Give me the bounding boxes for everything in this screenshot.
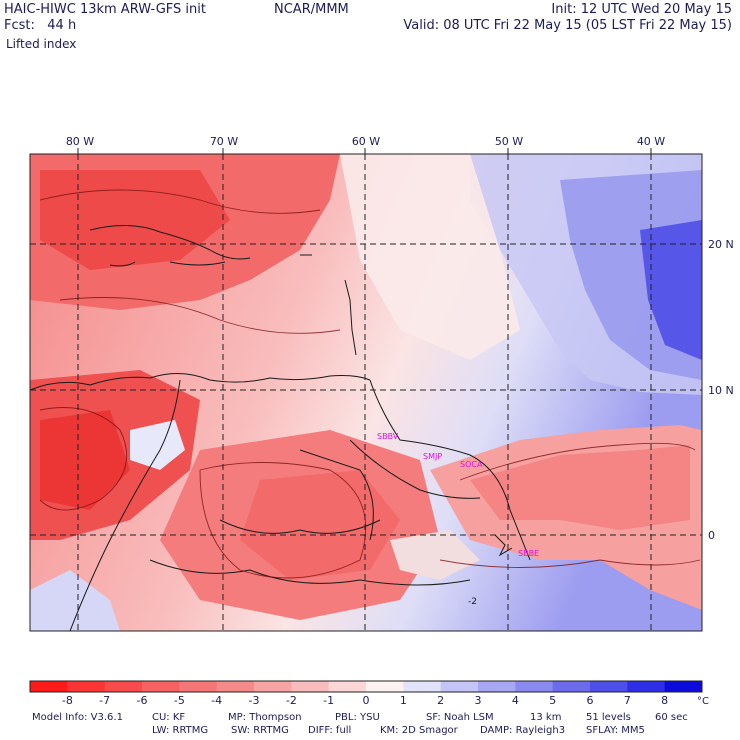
station-sbbv: SBBV — [377, 432, 399, 441]
colorbar-tick-label: 7 — [624, 694, 631, 707]
lon-label-60w: 60 W — [352, 135, 380, 148]
colorbar-swatch — [328, 681, 367, 692]
colorbar-swatch — [366, 681, 404, 692]
colorbar-swatch — [478, 681, 516, 692]
li-contours — [39, 189, 701, 579]
colorbar-tick-label: 0 — [363, 694, 370, 707]
station-smjp: SMJP — [423, 452, 442, 461]
footer-pbl: PBL: YSU — [335, 712, 380, 723]
center-name: NCAR/MMM — [274, 2, 349, 17]
lat-label-20n: 20 N — [708, 238, 734, 251]
colorbar-tick-label: -1 — [323, 694, 334, 707]
contour-label: -2 — [468, 597, 477, 607]
field-name: Lifted index — [6, 37, 77, 51]
colorbar-tick-label: 6 — [587, 694, 594, 707]
colorbar-swatch — [30, 681, 68, 692]
footer-damp: DAMP: Rayleigh3 — [480, 725, 566, 736]
coastlines — [30, 224, 531, 631]
colorbar-tick-label: 5 — [549, 694, 556, 707]
valid-time: Valid: 08 UTC Fri 22 May 15 (05 LST Fri … — [403, 18, 732, 33]
colorbar-swatch — [440, 681, 479, 692]
colorbar-swatch — [552, 681, 591, 692]
colorbar-swatch — [403, 681, 442, 692]
colorbar-tick-label: 8 — [661, 694, 668, 707]
colorbar-swatch — [664, 681, 703, 692]
footer-model-info: Model Info: V3.6.1 — [32, 712, 123, 723]
lat-label-0: 0 — [708, 529, 715, 542]
colorbar-tick-label: -4 — [211, 694, 222, 707]
station-sbbe: SBBE — [518, 549, 539, 558]
footer-lw: LW: RRTMG — [152, 725, 209, 736]
colorbar-swatch — [104, 681, 143, 692]
lon-label-70w: 70 W — [210, 135, 238, 148]
colorbar-tick-label: 4 — [512, 694, 519, 707]
footer-diff: DIFF: full — [308, 725, 352, 736]
graticule — [30, 154, 702, 631]
init-time: Init: 12 UTC Wed 20 May 15 — [551, 2, 732, 17]
footer-sflay: SFLAY: MM5 — [586, 725, 645, 736]
colorbar-tick-label: 1 — [400, 694, 407, 707]
footer-sw: SW: RRTMG — [231, 725, 289, 736]
colorbar-tick-label: -8 — [62, 694, 73, 707]
footer-resolution: 13 km — [530, 712, 562, 723]
colorbar-tick-label: 2 — [437, 694, 444, 707]
colorbar-tick-label: 3 — [475, 694, 482, 707]
map-frame — [29, 153, 703, 632]
colorbar-swatch — [590, 681, 628, 692]
lon-label-40w: 40 W — [637, 135, 665, 148]
footer-timestep: 60 sec — [655, 712, 688, 723]
colorbar-swatch — [67, 681, 106, 692]
footer-mp: MP: Thompson — [228, 712, 302, 723]
footer-km: KM: 2D Smagor — [380, 725, 458, 736]
footer-cu: CU: KF — [152, 712, 186, 723]
colorbar-tick-label: -6 — [137, 694, 148, 707]
footer-sf: SF: Noah LSM — [426, 712, 494, 723]
footer-levels: 51 levels — [586, 712, 631, 723]
model-title: HAIC-HIWC 13km ARW-GFS init — [4, 2, 206, 17]
colorbar — [30, 681, 703, 692]
colorbar-tick-label: -5 — [174, 694, 185, 707]
lon-label-50w: 50 W — [495, 135, 523, 148]
colorbar-swatch — [291, 681, 330, 692]
colorbar-swatch — [216, 681, 255, 692]
map-field — [30, 154, 702, 631]
forecast-hour: Fcst: 44 h — [4, 18, 77, 33]
colorbar-frame — [29, 680, 703, 693]
colorbar-tick-label: -3 — [249, 694, 260, 707]
colorbar-swatch — [515, 681, 554, 692]
colorbar-tick-label: -7 — [99, 694, 110, 707]
colorbar-swatch — [254, 681, 292, 692]
colorbar-swatch — [142, 681, 180, 692]
lon-label-80w: 80 W — [66, 135, 94, 148]
lon-ticks — [77, 148, 652, 154]
colorbar-swatch — [179, 681, 218, 692]
colorbar-tick-label: -2 — [286, 694, 297, 707]
lat-label-10n: 10 N — [708, 384, 734, 397]
colorbar-ticks: -8 -7 -6 -5 -4 -3 -2 -1 0 1 2 3 4 5 6 7 8 — [62, 694, 668, 707]
colorbar-swatch — [627, 681, 666, 692]
colorbar-unit: °C — [697, 696, 709, 707]
station-soca: SOCA — [460, 460, 483, 469]
